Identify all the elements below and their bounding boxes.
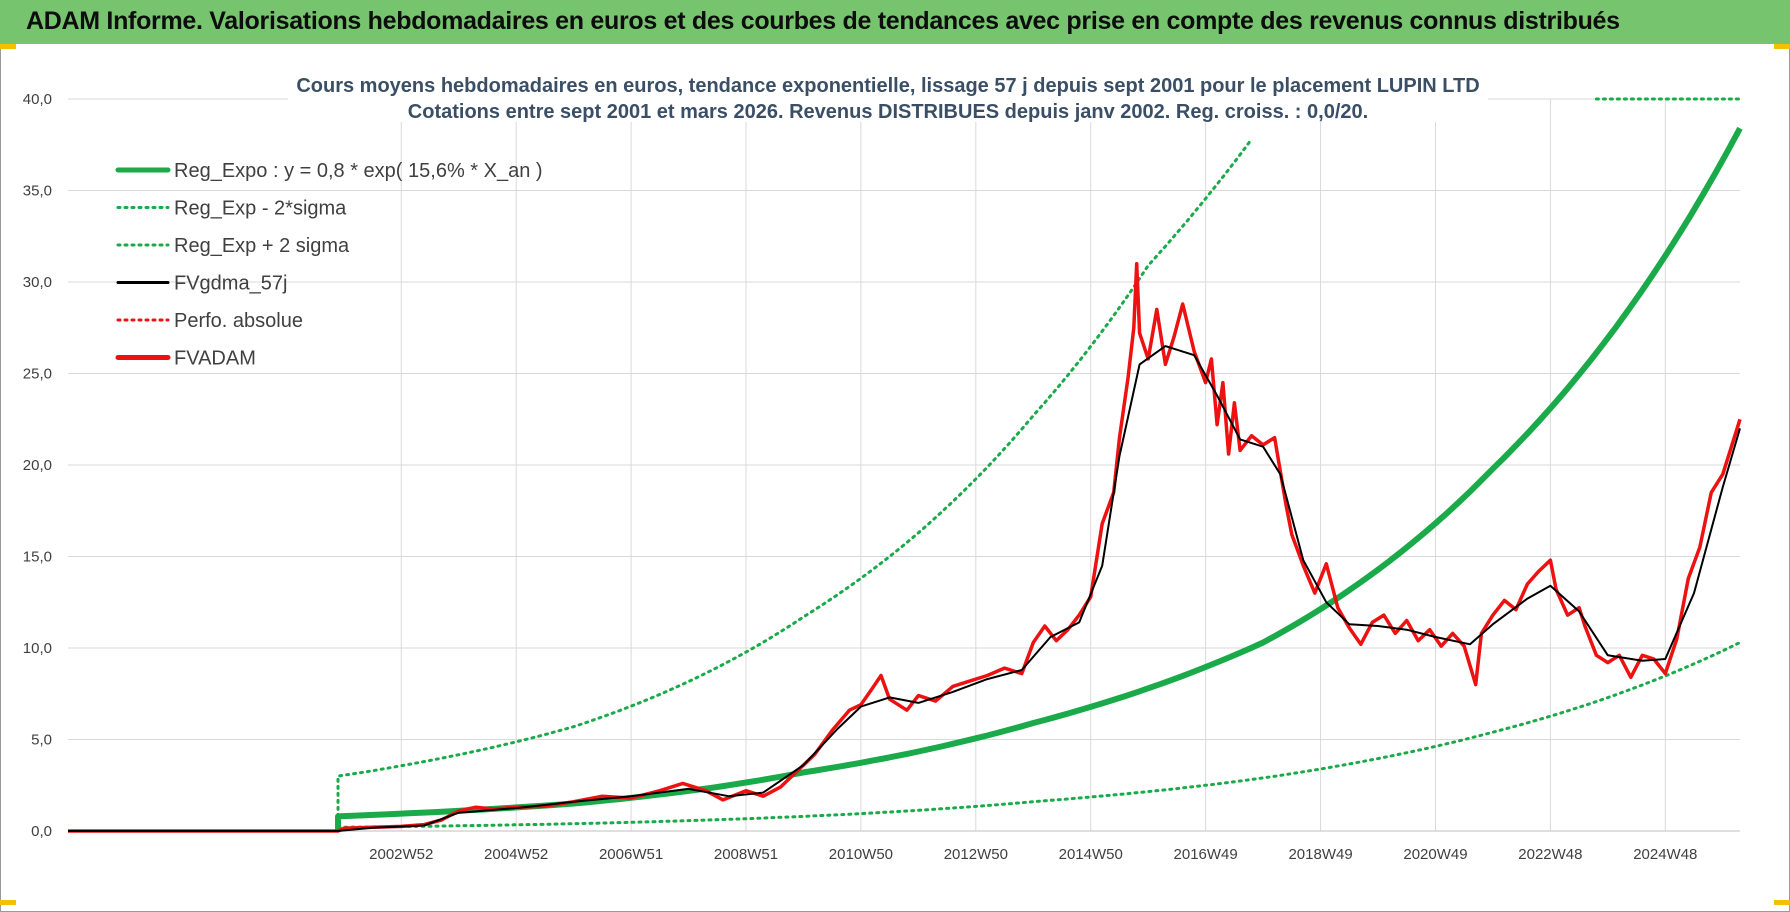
y-tick-label: 0,0	[31, 823, 52, 840]
x-tick-label: 2002W52	[369, 846, 433, 863]
corner-mark-bottom-left	[0, 900, 16, 905]
legend-label: Perfo. absolue	[174, 310, 303, 332]
corner-mark-top-right	[1774, 44, 1790, 49]
legend-label: Reg_Exp - 2*sigma	[174, 198, 347, 220]
x-tick-label: 2006W51	[599, 846, 663, 863]
y-tick-label: 20,0	[23, 457, 52, 474]
y-tick-label: 30,0	[23, 274, 52, 291]
legend: Reg_Expo : y = 0,8 * exp( 15,6% * X_an )…	[115, 160, 543, 370]
x-tick-label: 2012W50	[944, 846, 1008, 863]
x-tick-label: 2024W48	[1633, 846, 1697, 863]
legend-label: FVgdma_57j	[174, 273, 287, 295]
x-tick-label: 2020W49	[1403, 846, 1467, 863]
x-axis-ticks: 2002W52 2004W52 2006W51 2008W51 2010W50 2012W…	[369, 846, 1697, 863]
fvgdma-57j-line	[68, 345, 1741, 832]
y-tick-label: 25,0	[23, 366, 52, 383]
chart-area: 0,0 5,0 10,0 15,0 20,0 25,0 30,0 35,0 40,0 2002W…	[23, 66, 1743, 863]
y-tick-label: 10,0	[23, 640, 52, 657]
title-backdrop	[288, 66, 1488, 122]
fvadam-line	[68, 261, 1742, 833]
title-banner: ADAM Informe. Valorisations hebdomadaire…	[0, 0, 1790, 44]
reg-expo-line	[335, 126, 1743, 832]
x-tick-label: 2022W48	[1518, 846, 1582, 863]
plot-series	[68, 97, 1743, 833]
x-tick-label: 2018W49	[1288, 846, 1352, 863]
x-tick-label: 2014W50	[1059, 846, 1123, 863]
legend-label: FVADAM	[174, 348, 256, 370]
y-axis-ticks: 0,0 5,0 10,0 15,0 20,0 25,0 30,0 35,0 40,0	[23, 91, 52, 840]
y-tick-label: 35,0	[23, 183, 52, 200]
reg-exp-plus-2sigma-line	[336, 137, 1254, 818]
y-tick-label: 40,0	[23, 91, 52, 108]
x-tick-label: 2008W51	[714, 846, 778, 863]
corner-mark-bottom-right	[1774, 900, 1790, 905]
page-title: ADAM Informe. Valorisations hebdomadaire…	[26, 7, 1620, 35]
y-tick-label: 5,0	[31, 732, 52, 749]
x-tick-label: 2016W49	[1174, 846, 1238, 863]
legend-label: Reg_Exp + 2 sigma	[174, 235, 350, 257]
chart-title-line1: Cours moyens hebdomadaires en euros, ten…	[296, 75, 1479, 97]
x-tick-label: 2004W52	[484, 846, 548, 863]
x-tick-label: 2010W50	[829, 846, 893, 863]
legend-label: Reg_Expo : y = 0,8 * exp( 15,6% * X_an )	[174, 160, 543, 182]
chart-title-line2: Cotations entre sept 2001 et mars 2026. …	[408, 101, 1368, 123]
corner-mark-top-left	[0, 44, 16, 49]
reg-exp-minus-2sigma-line	[336, 641, 1742, 829]
y-tick-label: 15,0	[23, 549, 52, 566]
